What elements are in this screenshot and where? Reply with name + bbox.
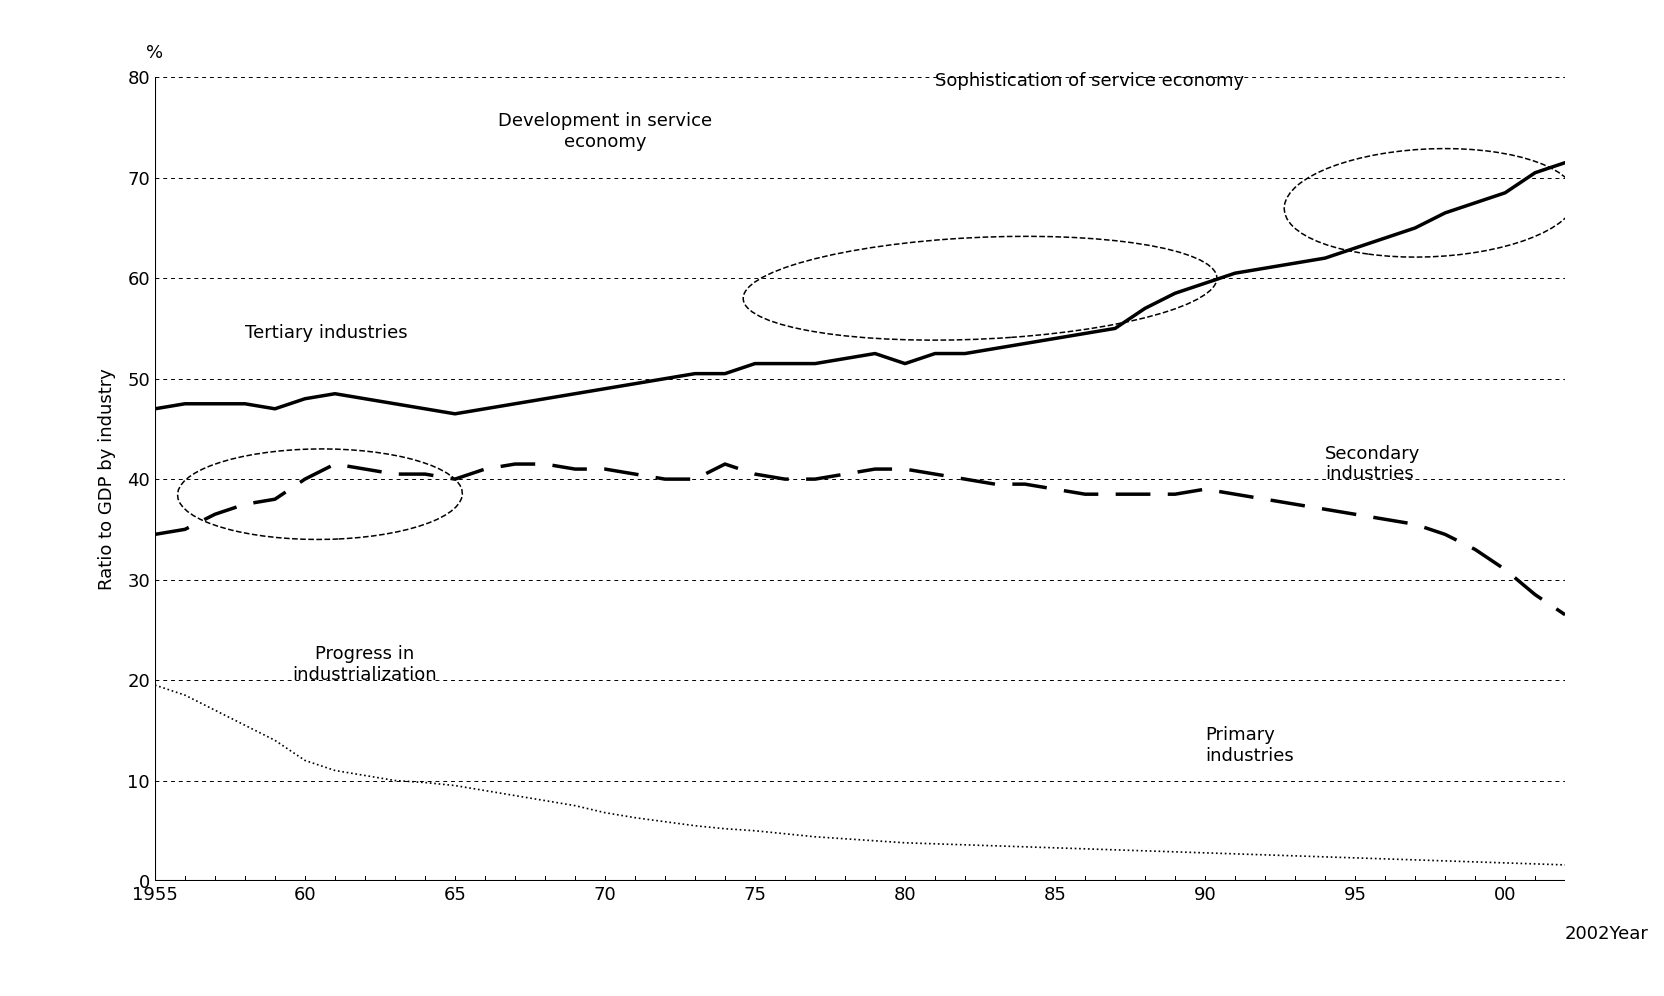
Y-axis label: Ratio to GDP by industry: Ratio to GDP by industry (98, 369, 116, 590)
Text: Secondary
industries: Secondary industries (1325, 444, 1421, 483)
Text: Sophistication of service economy: Sophistication of service economy (935, 73, 1245, 91)
Text: 2002Year: 2002Year (1566, 925, 1649, 943)
Text: Development in service
economy: Development in service economy (498, 113, 712, 151)
Text: Tertiary industries: Tertiary industries (245, 325, 408, 343)
Text: %: % (146, 44, 163, 62)
Text: Progress in
industrialization: Progress in industrialization (293, 644, 438, 683)
Text: Primary
industries: Primary industries (1205, 726, 1295, 765)
